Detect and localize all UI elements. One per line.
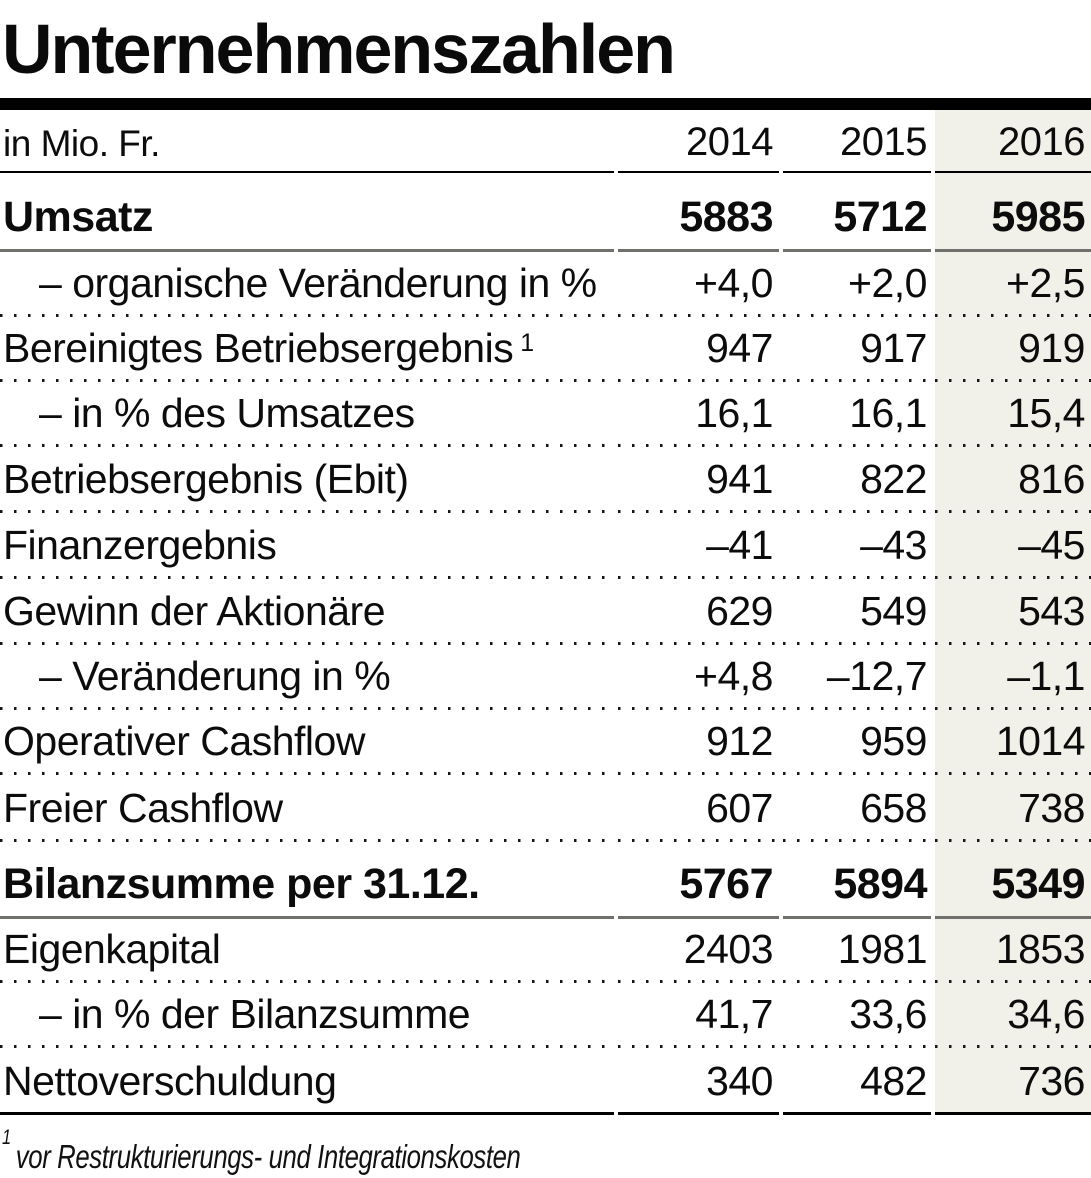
value-2014: 41,7 — [618, 983, 783, 1048]
row-label: Umsatz — [0, 173, 618, 252]
value-2014: 912 — [618, 710, 783, 775]
value-2014: +4,8 — [618, 645, 783, 710]
value-2016: +2,5 — [935, 252, 1091, 317]
value-2014: 629 — [618, 579, 783, 645]
row-label: – in % der Bilanzsumme — [0, 983, 618, 1048]
table-row: Freier Cashflow 607 658 738 — [0, 775, 1091, 842]
value-2014: –41 — [618, 513, 783, 579]
value-2015: 658 — [783, 775, 935, 842]
row-label: Gewinn der Aktionäre — [0, 579, 618, 645]
row-label: – Veränderung in % — [0, 645, 618, 710]
value-2014: 5883 — [618, 173, 783, 252]
value-2015: +2,0 — [783, 252, 935, 317]
table-row: – in % der Bilanzsumme 41,7 33,6 34,6 — [0, 983, 1091, 1048]
value-2014: 947 — [618, 317, 783, 382]
value-2015: –12,7 — [783, 645, 935, 710]
value-2014: 340 — [618, 1048, 783, 1115]
value-2015: 959 — [783, 710, 935, 775]
row-label: Betriebsergebnis (Ebit) — [0, 447, 618, 513]
value-2015: 5894 — [783, 842, 935, 919]
value-2016: –45 — [935, 513, 1091, 579]
value-2016: 15,4 — [935, 382, 1091, 447]
value-2016: 1014 — [935, 710, 1091, 775]
table-row: Umsatz 5883 5712 5985 — [0, 173, 1091, 252]
value-2015: 822 — [783, 447, 935, 513]
value-2016: 5985 — [935, 173, 1091, 252]
table-row: Eigenkapital 2403 1981 1853 — [0, 919, 1091, 983]
value-2015: 16,1 — [783, 382, 935, 447]
row-label: Eigenkapital — [0, 919, 618, 983]
table-row: – in % des Umsatzes 16,1 16,1 15,4 — [0, 382, 1091, 447]
title-rule — [0, 98, 1091, 110]
value-2016: 738 — [935, 775, 1091, 842]
footnote-text: vor Restrukturierungs- und Integrationsk… — [15, 1138, 521, 1175]
financial-table: in Mio. Fr. 2014 2015 2016 Umsatz 5883 571… — [0, 110, 1091, 1115]
footnote: 1vor Restrukturierungs- und Integrations… — [0, 1126, 1091, 1178]
value-2015: 917 — [783, 317, 935, 382]
table-row: Bereinigtes Betriebsergebnis 1 947 917 919 — [0, 317, 1091, 382]
value-2014: 607 — [618, 775, 783, 842]
value-2016: 34,6 — [935, 983, 1091, 1048]
value-2015: –43 — [783, 513, 935, 579]
value-2016: –1,1 — [935, 645, 1091, 710]
value-2016: 919 — [935, 317, 1091, 382]
value-2016: 543 — [935, 579, 1091, 645]
value-2015: 33,6 — [783, 983, 935, 1048]
table-row: – Veränderung in % +4,8 –12,7 –1,1 — [0, 645, 1091, 710]
row-label: – in % des Umsatzes — [0, 382, 618, 447]
column-header-2014: 2014 — [618, 110, 783, 173]
value-2014: +4,0 — [618, 252, 783, 317]
value-2015: 5712 — [783, 173, 935, 252]
value-2014: 2403 — [618, 919, 783, 983]
row-label: Operativer Cashflow — [0, 710, 618, 775]
row-label: Bereinigtes Betriebsergebnis 1 — [0, 317, 618, 382]
column-header-2015: 2015 — [783, 110, 935, 173]
table-row: Gewinn der Aktionäre 629 549 543 — [0, 579, 1091, 645]
table-header-row: in Mio. Fr. 2014 2015 2016 — [0, 110, 1091, 173]
value-2015: 482 — [783, 1048, 935, 1115]
value-2016: 816 — [935, 447, 1091, 513]
value-2014: 5767 — [618, 842, 783, 919]
table-row: Bilanzsumme per 31.12. 5767 5894 5349 — [0, 842, 1091, 919]
value-2014: 941 — [618, 447, 783, 513]
table-row: Nettoverschuldung 340 482 736 — [0, 1048, 1091, 1115]
value-2016: 1853 — [935, 919, 1091, 983]
table-row: Finanzergebnis –41 –43 –45 — [0, 513, 1091, 579]
table-row: Operativer Cashflow 912 959 1014 — [0, 710, 1091, 775]
footnote-marker: 1 — [2, 1126, 12, 1149]
column-header-2016: 2016 — [935, 110, 1091, 173]
value-2015: 549 — [783, 579, 935, 645]
row-label: Nettoverschuldung — [0, 1048, 618, 1115]
table-row: Betriebsergebnis (Ebit) 941 822 816 — [0, 447, 1091, 513]
unit-label: in Mio. Fr. — [0, 110, 618, 173]
value-2014: 16,1 — [618, 382, 783, 447]
row-label: Bilanzsumme per 31.12. — [0, 842, 618, 919]
row-label: Freier Cashflow — [0, 775, 618, 842]
footnote-reference: 1 — [520, 329, 535, 357]
value-2016: 5349 — [935, 842, 1091, 919]
row-label: Finanzergebnis — [0, 513, 618, 579]
table-row: – organische Veränderung in % +4,0 +2,0 +2,… — [0, 252, 1091, 317]
value-2016: 736 — [935, 1048, 1091, 1115]
row-label: – organische Veränderung in % — [0, 252, 618, 317]
value-2015: 1981 — [783, 919, 935, 983]
page-title: Unternehmenszahlen — [2, 10, 676, 88]
